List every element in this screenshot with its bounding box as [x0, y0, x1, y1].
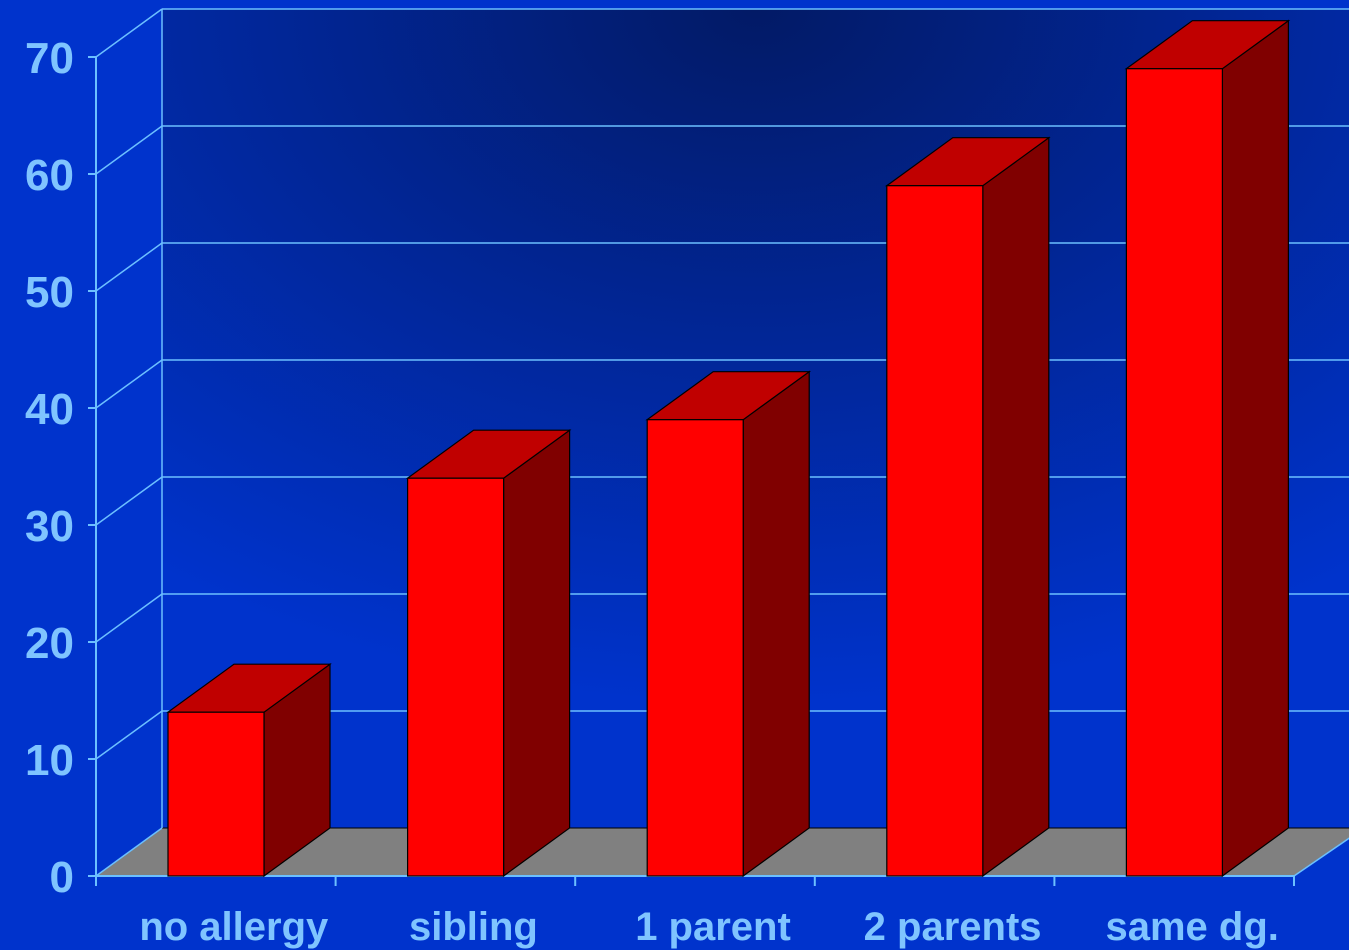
- bar-side: [742, 370, 810, 878]
- y-tick-label: 10: [25, 736, 74, 785]
- gridline-depth: [95, 125, 163, 175]
- y-tick-label: 70: [25, 34, 74, 83]
- x-tick-label: 1 parent: [635, 905, 791, 949]
- tick-labels: 0 10 20 30 40 50 60 70 no allergy sibling 1 parent…: [25, 34, 1279, 949]
- gridline-depth: [95, 476, 163, 526]
- x-axis-depth-edge: [1293, 837, 1349, 877]
- bars: [166, 19, 1291, 878]
- bar-front: [646, 419, 744, 877]
- y-tick-label: 50: [25, 268, 74, 317]
- x-tick-label: 2 parents: [864, 905, 1042, 949]
- y-tick-label: 60: [25, 151, 74, 200]
- bar-sibling: [405, 429, 572, 878]
- gridline-depth: [95, 710, 163, 760]
- bar-front: [1125, 68, 1224, 877]
- bar-front: [886, 185, 984, 877]
- bar-side: [1221, 19, 1290, 878]
- bar-1-parent: [645, 370, 812, 878]
- y-tick-label: 30: [25, 502, 74, 551]
- y-tick-label: 40: [25, 385, 74, 434]
- bar-side: [982, 136, 1050, 878]
- bar-front: [167, 711, 265, 877]
- gridline-depth: [95, 242, 163, 292]
- bar-same-dg-: [1124, 19, 1291, 878]
- x-tick-label: no allergy: [139, 905, 329, 949]
- bar-front: [407, 477, 505, 877]
- gridline-depth: [95, 593, 163, 643]
- bar-2-parents: [884, 136, 1051, 878]
- x-tick-label: sibling: [409, 905, 538, 949]
- y-tick-label: 20: [25, 619, 74, 668]
- y-tick-label: 0: [50, 853, 74, 902]
- gridline-depth: [95, 8, 163, 58]
- bar-no-allergy: [166, 663, 332, 878]
- gridline-depth: [95, 827, 163, 877]
- x-tick-label: same dg.: [1105, 905, 1278, 949]
- bar-side: [503, 429, 571, 878]
- gridline-depth: [95, 359, 163, 409]
